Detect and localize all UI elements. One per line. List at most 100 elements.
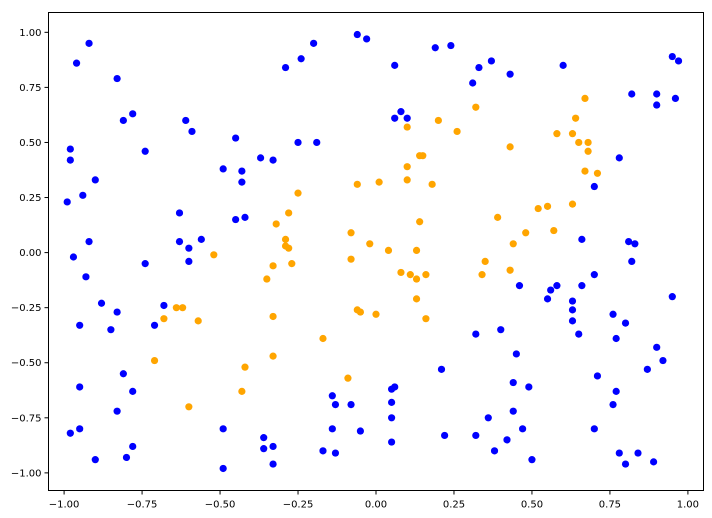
data-point [434,116,442,125]
y-tick-label: −1.00 [11,468,42,479]
data-point [659,356,667,365]
data-point [241,363,249,371]
data-point [85,39,93,47]
data-point [422,271,430,279]
data-point [363,35,371,43]
data-point [575,138,583,147]
data-point [260,445,268,453]
data-point [412,295,421,303]
data-point [219,425,227,433]
data-point [263,275,271,283]
data-point [113,74,121,83]
data-point [621,319,630,327]
data-point [559,61,567,69]
data-point [668,52,676,61]
data-point [528,456,536,464]
data-point [85,237,93,246]
data-point [319,447,327,455]
data-point [615,154,623,162]
data-point [79,191,87,199]
data-point [668,293,676,301]
data-point [506,266,514,274]
data-point [241,213,249,221]
series-0 [63,30,683,473]
data-point [347,400,355,409]
y-tick-label: 0.50 [19,138,41,149]
data-point [553,282,561,290]
y-axis: −1.00 −0.75 −0.50 −0.25 0.00 0.25 0.50 0.75 1.00 [11,28,49,479]
data-point [481,257,489,266]
data-point [210,251,218,259]
data-point [172,304,180,312]
data-point [653,343,661,351]
data-point [581,167,589,175]
data-point [671,94,680,103]
data-point [506,70,514,78]
data-point [621,460,630,468]
data-point [484,414,492,422]
data-point [525,383,533,391]
data-point [431,44,439,52]
x-tick-label: −0.75 [127,500,158,511]
x-axis: −1.00 −0.75 −0.50 −0.25 0.00 0.25 0.50 0.75 1.00 [49,490,699,511]
data-point [416,218,424,226]
data-point [487,57,495,65]
y-tick-label: −0.75 [11,413,42,424]
data-point [403,176,411,184]
data-point [572,114,580,122]
data-point [441,431,449,440]
data-point [506,143,514,151]
data-point [119,116,127,125]
data-point [353,30,361,39]
y-tick-label: −0.50 [11,358,42,369]
data-point [297,55,305,63]
data-point [272,220,280,228]
data-point [66,145,74,153]
data-point [129,110,137,118]
data-point [643,365,651,373]
data-point [269,312,277,321]
data-point [141,260,149,268]
data-point [503,436,511,444]
data-point [281,235,290,243]
data-point [650,458,658,466]
data-point [319,334,327,343]
data-point [356,308,364,316]
data-point [609,310,617,318]
data-point [593,169,602,177]
data-point [82,273,90,281]
data-point [76,321,84,329]
data-point [257,154,265,162]
data-point [575,330,583,338]
x-tick-label: 0.25 [443,500,465,511]
data-point [269,352,277,360]
data-point [219,165,227,173]
data-point [453,127,461,136]
data-point [568,297,577,305]
data-point [141,147,149,155]
data-point [472,431,480,440]
data-point [584,138,592,147]
data-point [113,308,121,316]
data-point [653,90,661,98]
data-point [384,246,393,254]
data-point [509,378,517,387]
data-point [269,262,277,270]
data-point [310,39,318,47]
data-point [160,315,168,323]
data-point [185,244,193,252]
data-point [288,260,296,268]
data-point [547,286,555,294]
data-point [519,425,527,433]
data-point [388,414,396,422]
data-point [388,398,396,406]
data-point [175,237,184,246]
data-point [328,392,336,400]
data-point [129,387,137,395]
data-point [238,178,246,186]
data-point [391,383,399,391]
data-point [269,442,277,451]
data-point [509,407,517,415]
data-point [391,61,399,69]
data-point [447,41,455,50]
